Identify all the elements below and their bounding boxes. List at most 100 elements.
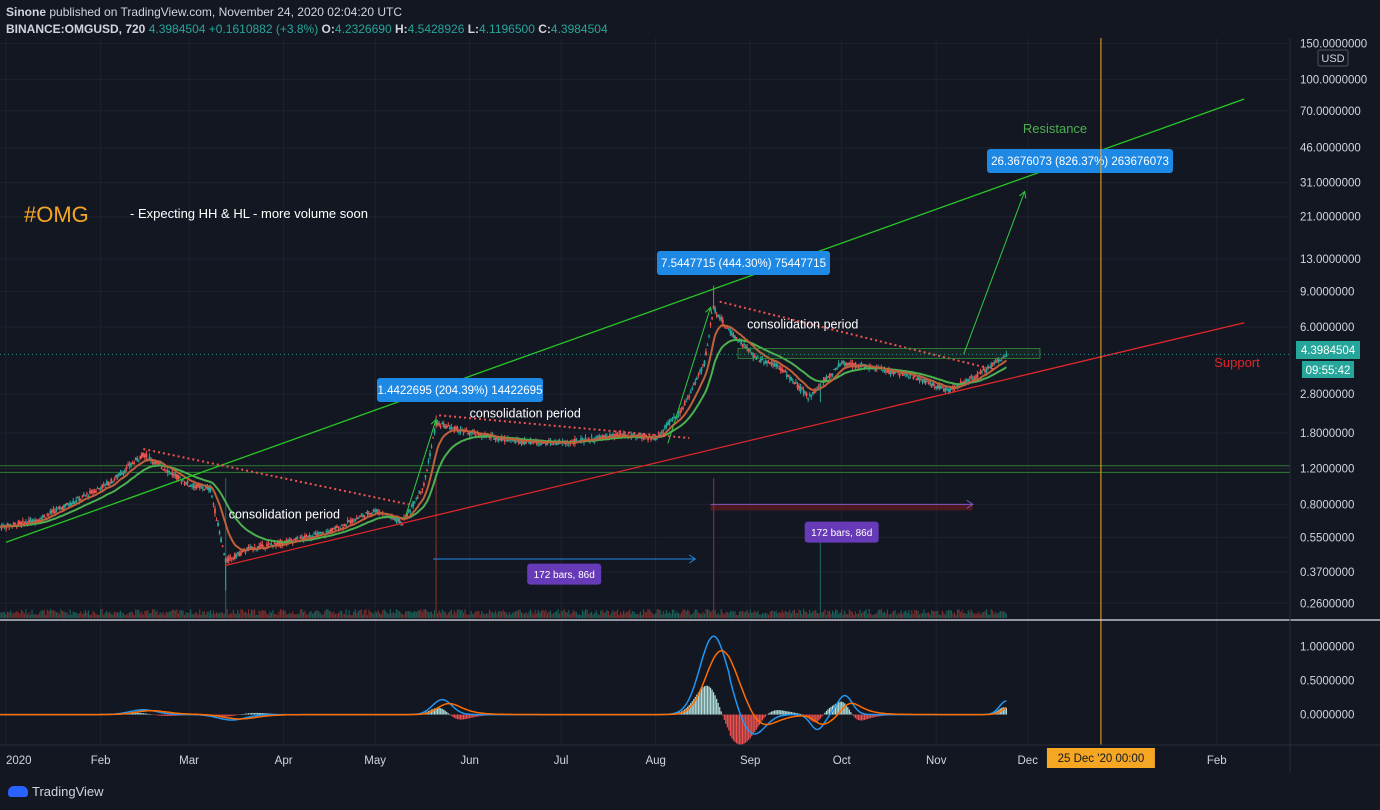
candle-body bbox=[575, 439, 578, 441]
candle-body bbox=[357, 517, 360, 519]
volume-bar bbox=[267, 614, 269, 618]
volume-bar bbox=[691, 614, 693, 618]
volume-bar bbox=[54, 611, 56, 618]
candle-body bbox=[598, 435, 601, 438]
candle-body bbox=[355, 517, 358, 519]
candle-body bbox=[423, 483, 425, 486]
volume-bar bbox=[360, 609, 362, 618]
macd-histogram-bar bbox=[452, 714, 454, 717]
volume-bar bbox=[29, 614, 32, 618]
volume-bar bbox=[867, 614, 869, 618]
candle-body bbox=[833, 369, 835, 371]
volume-bar bbox=[513, 611, 515, 618]
tradingview-logo[interactable]: TradingView bbox=[8, 784, 104, 799]
volume-bar bbox=[581, 610, 584, 618]
volume-bar bbox=[141, 611, 143, 618]
macd-histogram-bar bbox=[1002, 707, 1004, 715]
macd-histogram-bar bbox=[708, 686, 710, 715]
candle-body bbox=[708, 335, 710, 337]
volume-bar bbox=[647, 609, 649, 618]
candle-body bbox=[804, 392, 807, 394]
candle-body bbox=[700, 367, 703, 372]
candle-body bbox=[348, 520, 351, 523]
candle-body bbox=[162, 469, 165, 471]
candle-body bbox=[186, 481, 189, 484]
candle-body bbox=[430, 446, 433, 448]
volume-bar bbox=[28, 612, 30, 618]
time-axis-label: Nov bbox=[926, 755, 947, 767]
volume-bar bbox=[679, 614, 681, 618]
candle-body bbox=[6, 523, 9, 526]
volume-bar bbox=[412, 611, 414, 618]
candle-body bbox=[610, 434, 613, 437]
candle-body bbox=[734, 335, 736, 339]
macd-histogram-bar bbox=[770, 711, 773, 715]
volume-bar bbox=[610, 612, 613, 618]
macd-histogram-bar bbox=[867, 714, 869, 720]
candle-body bbox=[942, 388, 945, 392]
volume-bar bbox=[398, 611, 401, 618]
candle-body bbox=[895, 371, 898, 373]
high-value: 4.5428926 bbox=[407, 22, 465, 36]
macd-histogram-bar bbox=[863, 714, 866, 720]
candle-body bbox=[128, 463, 131, 467]
candle-body bbox=[772, 363, 774, 366]
macd-histogram-bar bbox=[856, 714, 858, 720]
volume-bar bbox=[415, 612, 417, 618]
candle-body bbox=[731, 332, 733, 335]
candle-body bbox=[854, 362, 857, 368]
range-badge-label: 172 bars, 86d bbox=[811, 528, 872, 539]
volume-bar bbox=[61, 611, 64, 618]
candle-body bbox=[369, 513, 372, 515]
volume-bar bbox=[333, 611, 335, 618]
volume-bar bbox=[738, 611, 741, 618]
volume-bar bbox=[278, 611, 280, 618]
macd-histogram-bar bbox=[470, 714, 472, 718]
volume-bar bbox=[624, 613, 626, 618]
volume-bar bbox=[462, 612, 465, 618]
candle-body bbox=[712, 305, 715, 309]
volume-bar bbox=[888, 614, 890, 618]
measure-label-box bbox=[657, 251, 830, 275]
volume-bar bbox=[138, 609, 140, 618]
volume-bar bbox=[598, 614, 600, 618]
candle-body bbox=[392, 517, 395, 519]
candle-body bbox=[468, 432, 471, 435]
candle-body bbox=[410, 504, 413, 507]
volume-bar bbox=[371, 612, 373, 618]
volume-bar bbox=[612, 610, 614, 618]
candle-body bbox=[79, 498, 82, 500]
consolidation-box bbox=[737, 348, 1041, 359]
candle-body bbox=[72, 500, 75, 504]
macd-axis-label: 0.5000000 bbox=[1300, 676, 1354, 688]
volume-bar bbox=[450, 609, 452, 618]
candle-body bbox=[214, 508, 216, 514]
price-axis-label: 0.8000000 bbox=[1300, 499, 1354, 511]
dotted-downtrend-line bbox=[439, 414, 690, 440]
macd-histogram-bar bbox=[699, 690, 701, 715]
volume-bar bbox=[548, 611, 550, 618]
candle-body bbox=[997, 359, 1000, 362]
candle-body bbox=[41, 515, 44, 518]
candle-body bbox=[32, 519, 35, 523]
volume-bar bbox=[89, 614, 91, 618]
volume-bar bbox=[257, 614, 259, 618]
volume-bar bbox=[592, 614, 594, 618]
candle-body bbox=[984, 369, 986, 372]
candle-body bbox=[267, 543, 270, 545]
volume-bar bbox=[955, 614, 957, 618]
time-axis-label: Aug bbox=[645, 755, 665, 767]
low-label: L: bbox=[467, 22, 480, 36]
volume-bar bbox=[563, 609, 565, 618]
candle-body bbox=[58, 506, 61, 508]
candle-body bbox=[349, 520, 352, 524]
volume-bar bbox=[981, 612, 983, 618]
candle-body bbox=[409, 511, 412, 513]
candle-body bbox=[25, 521, 27, 524]
volume-bar bbox=[700, 614, 703, 618]
volume-bar bbox=[537, 609, 539, 618]
volume-bar bbox=[69, 609, 71, 618]
symbol-label[interactable]: BINANCE:OMGUSD, 720 bbox=[6, 22, 146, 36]
range-arrow-head bbox=[966, 499, 974, 509]
